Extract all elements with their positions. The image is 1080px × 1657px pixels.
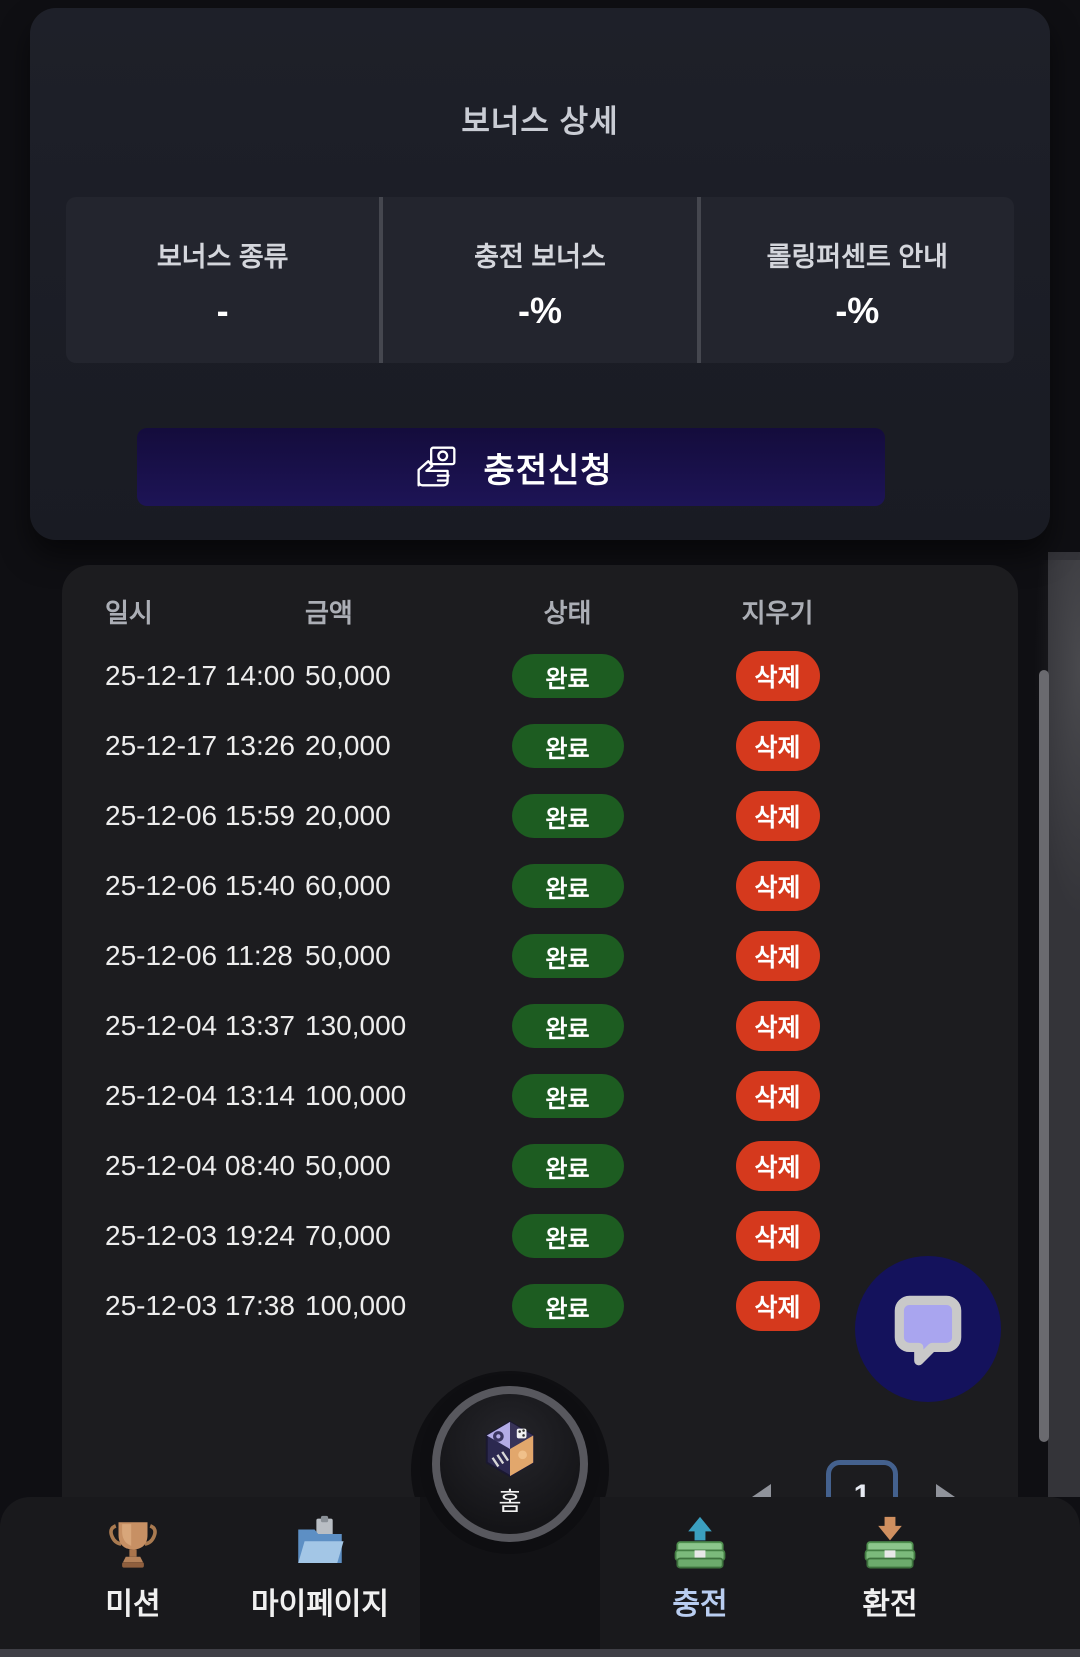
status-badge: 완료: [511, 1074, 624, 1118]
money-up-icon: [674, 1516, 726, 1569]
row-date: 25-12-04 13:14: [105, 1080, 295, 1111]
row-date: 25-12-03 17:38: [105, 1290, 295, 1321]
row-date: 25-12-03 19:24: [105, 1220, 295, 1251]
table-row: 25-12-06 11:28 50,000 완료 삭제: [62, 921, 1018, 991]
status-badge: 완료: [511, 934, 624, 978]
trophy-icon: [109, 1522, 157, 1568]
status-badge: 완료: [511, 724, 624, 768]
stat-label: 충전 보너스: [474, 242, 606, 272]
scrollbar-thumb[interactable]: [1039, 670, 1049, 1442]
hand-money-icon: [417, 446, 456, 487]
row-date: 25-12-17 13:26: [105, 730, 295, 761]
status-badge: 완료: [511, 1004, 624, 1048]
money-down-icon: [864, 1516, 916, 1569]
chat-button[interactable]: [855, 1256, 1001, 1402]
stat-rolling-percent: 롤링퍼센트 안내 -%: [696, 197, 1014, 363]
header-date: 일시: [105, 597, 153, 628]
page-title: 보너스 상세: [461, 104, 619, 139]
table-row: 25-12-03 19:24 70,000 완료 삭제: [62, 1201, 1018, 1271]
table-row: 25-12-04 13:14 100,000 완료 삭제: [62, 1061, 1018, 1131]
status-badge: 완료: [511, 1214, 624, 1258]
table-row: 25-12-06 15:59 20,000 완료 삭제: [62, 781, 1018, 851]
delete-button[interactable]: 삭제: [735, 791, 820, 841]
bonus-detail-card: 보너스 상세 보너스 종류 - 충전 보너스 -% 롤링퍼센트 안내 -% 충전…: [30, 8, 1050, 540]
folder-icon: [298, 1515, 344, 1564]
nav-item-exchange[interactable]: 환전: [810, 1497, 970, 1657]
row-amount: 130,000: [305, 1010, 407, 1041]
charge-request-label: 충전신청: [483, 451, 613, 490]
delete-button[interactable]: 삭제: [735, 1211, 820, 1261]
delete-button[interactable]: 삭제: [735, 1071, 820, 1121]
background-edge-strip: [1048, 552, 1080, 1497]
nav-item-mypage[interactable]: 마이페이지: [240, 1497, 400, 1657]
row-date: 25-12-06 15:59: [105, 800, 295, 831]
row-date: 25-12-04 08:40: [105, 1150, 295, 1181]
status-badge: 완료: [511, 1284, 624, 1328]
stat-value: -%: [835, 290, 880, 331]
row-amount: 50,000: [305, 1150, 391, 1181]
delete-button[interactable]: 삭제: [735, 651, 820, 701]
row-amount: 70,000: [305, 1220, 391, 1251]
nav-label-home: 홈: [498, 1488, 522, 1516]
table-row: 25-12-04 08:40 50,000 완료 삭제: [62, 1131, 1018, 1201]
nav-label-charge: 충전: [672, 1588, 728, 1621]
delete-button[interactable]: 삭제: [735, 931, 820, 981]
status-badge: 완료: [511, 654, 624, 698]
table-row: 25-12-17 13:26 20,000 완료 삭제: [62, 711, 1018, 781]
status-badge: 완료: [511, 794, 624, 838]
nav-label-exchange: 환전: [862, 1588, 918, 1621]
delete-button[interactable]: 삭제: [735, 721, 820, 771]
row-date: 25-12-06 11:28: [105, 940, 293, 971]
delete-button[interactable]: 삭제: [735, 1141, 820, 1191]
delete-button[interactable]: 삭제: [735, 1281, 820, 1331]
table-row: 25-12-03 17:38 100,000 완료 삭제: [62, 1271, 1018, 1341]
row-date: 25-12-06 15:40: [105, 870, 295, 901]
row-amount: 50,000: [305, 940, 391, 971]
row-amount: 100,000: [305, 1290, 407, 1321]
delete-button[interactable]: 삭제: [735, 1001, 820, 1051]
stat-label: 롤링퍼센트 안내: [766, 242, 949, 272]
table-row: 25-12-06 15:40 60,000 완료 삭제: [62, 851, 1018, 921]
nav-item-charge[interactable]: 충전: [620, 1497, 780, 1657]
row-date: 25-12-04 13:37: [105, 1010, 295, 1041]
game-cube-icon: [485, 1420, 535, 1478]
row-amount: 20,000: [305, 730, 391, 761]
stat-label: 보너스 종류: [156, 242, 289, 272]
stat-value: -: [216, 290, 229, 331]
row-amount: 50,000: [305, 660, 391, 691]
row-date: 25-12-17 14:00: [105, 660, 295, 691]
header-delete: 지우기: [741, 597, 814, 628]
home-indicator-strip: [0, 1649, 1080, 1657]
delete-button[interactable]: 삭제: [735, 861, 820, 911]
table-header-row: 일시 금액 상태 지우기: [62, 581, 1018, 641]
bonus-stats-box: 보너스 종류 - 충전 보너스 -% 롤링퍼센트 안내 -%: [66, 197, 1014, 363]
table-row: 25-12-04 13:37 130,000 완료 삭제: [62, 991, 1018, 1061]
table-row: 25-12-17 14:00 50,000 완료 삭제: [62, 641, 1018, 711]
stat-bonus-type: 보너스 종류 -: [66, 197, 379, 363]
status-badge: 완료: [511, 864, 624, 908]
status-badge: 완료: [511, 1144, 624, 1188]
header-amount: 금액: [305, 597, 353, 628]
row-amount: 100,000: [305, 1080, 407, 1111]
nav-item-mission[interactable]: 미션: [53, 1497, 213, 1657]
nav-label-mypage: 마이페이지: [251, 1588, 389, 1621]
row-amount: 60,000: [305, 870, 391, 901]
header-status: 상태: [543, 597, 592, 628]
nav-item-home[interactable]: 홈: [432, 1386, 588, 1542]
chat-bubble-icon: [894, 1295, 962, 1366]
nav-label-mission: 미션: [105, 1588, 161, 1621]
charge-request-button[interactable]: 충전신청: [137, 428, 885, 506]
stat-value: -%: [517, 290, 562, 331]
row-amount: 20,000: [305, 800, 391, 831]
stat-charge-bonus: 충전 보너스 -%: [379, 197, 696, 363]
